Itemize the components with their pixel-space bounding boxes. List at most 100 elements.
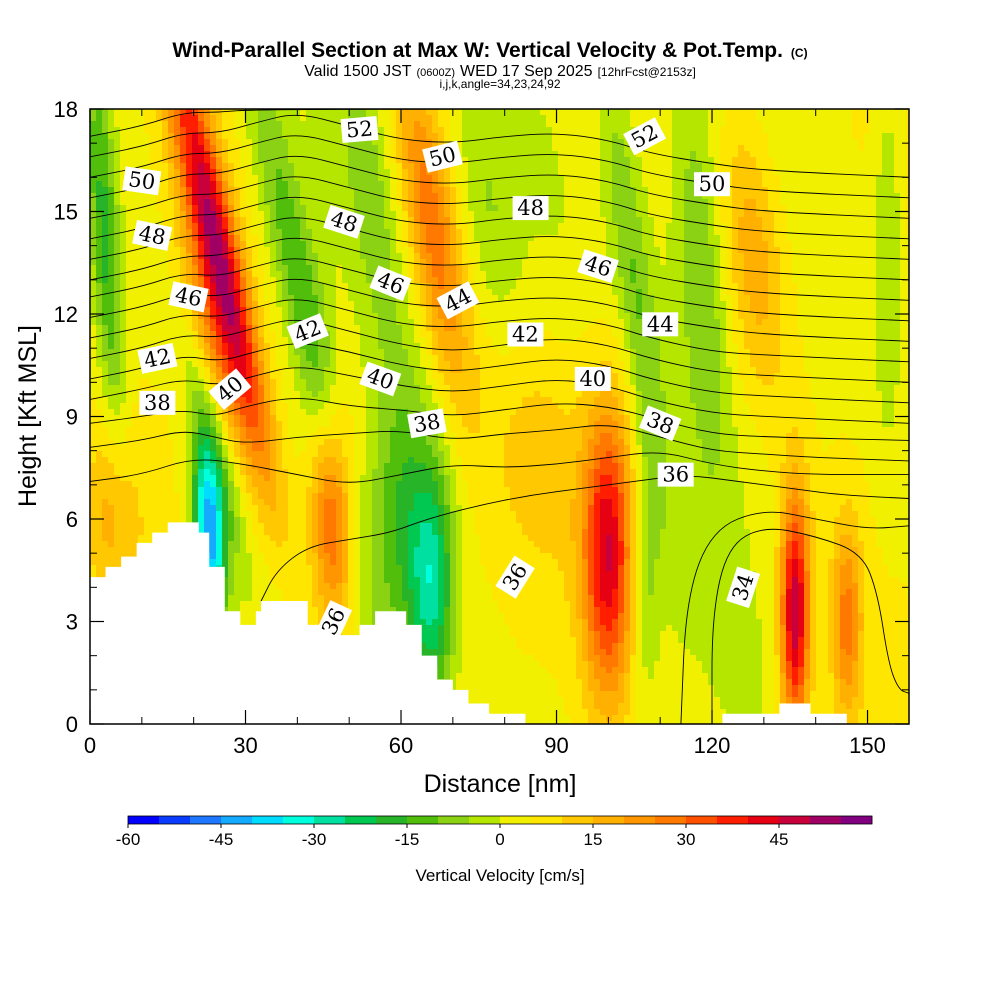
w-cell bbox=[330, 193, 337, 200]
w-cell bbox=[312, 241, 319, 248]
w-cell bbox=[330, 157, 337, 164]
w-cell bbox=[336, 307, 343, 314]
w-cell bbox=[600, 151, 607, 158]
w-cell bbox=[174, 181, 181, 188]
w-cell bbox=[384, 265, 391, 272]
w-cell bbox=[222, 319, 229, 326]
w-cell bbox=[168, 181, 175, 188]
w-cell bbox=[762, 229, 769, 236]
w-cell bbox=[432, 295, 439, 302]
w-cell bbox=[90, 169, 97, 176]
w-cell bbox=[192, 181, 199, 188]
w-cell bbox=[300, 247, 307, 254]
w-cell bbox=[678, 163, 685, 170]
w-cell bbox=[858, 181, 865, 188]
w-cell bbox=[402, 301, 409, 308]
w-cell bbox=[300, 169, 307, 176]
w-cell bbox=[780, 247, 787, 254]
w-cell bbox=[738, 133, 745, 140]
w-cell bbox=[246, 217, 253, 224]
w-cell bbox=[276, 259, 283, 266]
w-cell bbox=[654, 289, 661, 296]
w-cell bbox=[834, 235, 841, 242]
w-cell bbox=[414, 193, 421, 200]
w-cell bbox=[786, 217, 793, 224]
w-cell bbox=[174, 139, 181, 146]
w-cell bbox=[732, 271, 739, 278]
w-cell bbox=[858, 241, 865, 248]
w-cell bbox=[126, 223, 133, 230]
w-cell bbox=[336, 235, 343, 242]
w-cell bbox=[732, 133, 739, 140]
w-cell bbox=[372, 235, 379, 242]
w-cell bbox=[318, 307, 325, 314]
w-cell bbox=[402, 175, 409, 182]
w-cell bbox=[360, 193, 367, 200]
w-cell bbox=[360, 241, 367, 248]
w-cell bbox=[348, 259, 355, 266]
w-cell bbox=[660, 157, 667, 164]
w-cell bbox=[294, 283, 301, 290]
w-cell bbox=[252, 217, 259, 224]
w-cell bbox=[492, 157, 499, 164]
w-cell bbox=[198, 313, 205, 320]
w-cell bbox=[726, 199, 733, 206]
w-cell bbox=[798, 259, 805, 266]
w-cell bbox=[390, 229, 397, 236]
w-cell bbox=[636, 151, 643, 158]
w-cell bbox=[294, 277, 301, 284]
w-cell bbox=[144, 247, 151, 254]
w-cell bbox=[516, 277, 523, 284]
w-cell bbox=[222, 145, 229, 152]
w-cell bbox=[642, 187, 649, 194]
w-cell bbox=[804, 145, 811, 152]
w-cell bbox=[102, 301, 109, 308]
w-cell bbox=[498, 265, 505, 272]
w-cell bbox=[606, 145, 613, 152]
w-cell bbox=[420, 271, 427, 278]
w-cell bbox=[894, 175, 901, 182]
w-cell bbox=[576, 115, 583, 122]
w-cell bbox=[414, 139, 421, 146]
w-cell bbox=[438, 253, 445, 260]
w-cell bbox=[834, 313, 841, 320]
w-cell bbox=[240, 241, 247, 248]
w-cell bbox=[900, 271, 907, 278]
w-cell bbox=[132, 199, 139, 206]
w-cell bbox=[810, 157, 817, 164]
w-cell bbox=[132, 295, 139, 302]
w-cell bbox=[252, 277, 259, 284]
w-cell bbox=[624, 217, 631, 224]
w-cell bbox=[390, 133, 397, 140]
w-cell bbox=[168, 127, 175, 134]
w-cell bbox=[114, 211, 121, 218]
w-cell bbox=[324, 313, 331, 320]
w-cell bbox=[300, 121, 307, 128]
w-cell bbox=[798, 301, 805, 308]
w-cell bbox=[846, 193, 853, 200]
w-cell bbox=[708, 277, 715, 284]
w-cell bbox=[150, 205, 157, 212]
w-cell bbox=[246, 139, 253, 146]
w-cell bbox=[456, 259, 463, 266]
w-cell bbox=[270, 223, 277, 230]
w-cell bbox=[498, 121, 505, 128]
w-cell bbox=[666, 283, 673, 290]
w-cell bbox=[510, 265, 517, 272]
w-cell bbox=[762, 283, 769, 290]
w-cell bbox=[690, 109, 697, 116]
w-cell bbox=[816, 271, 823, 278]
w-cell bbox=[318, 295, 325, 302]
w-cell bbox=[564, 145, 571, 152]
w-cell bbox=[654, 187, 661, 194]
w-cell bbox=[408, 199, 415, 206]
w-cell bbox=[786, 265, 793, 272]
w-cell bbox=[126, 283, 133, 290]
w-cell bbox=[414, 133, 421, 140]
w-cell bbox=[492, 313, 499, 320]
w-cell bbox=[360, 247, 367, 254]
w-cell bbox=[408, 235, 415, 242]
w-cell bbox=[336, 121, 343, 128]
w-cell bbox=[774, 217, 781, 224]
w-cell bbox=[168, 265, 175, 272]
